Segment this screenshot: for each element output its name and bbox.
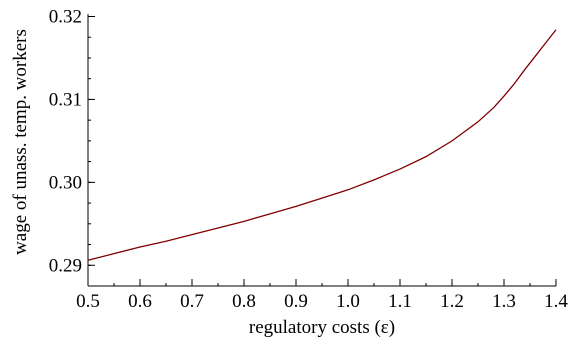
tick-labels: 0.5 0.6 0.7 0.8 0.9 1.0 1.1 1.2 1.3 1.4 0.29 0.30 0.… xyxy=(49,6,569,312)
y-tick-label: 0.30 xyxy=(49,172,82,193)
series-group xyxy=(87,29,557,261)
x-tick-label: 1.4 xyxy=(544,291,568,312)
y-tick-label: 0.32 xyxy=(49,6,82,27)
x-tick-label: 0.5 xyxy=(76,291,100,312)
x-tick-label: 1.2 xyxy=(440,291,464,312)
y-tick-label: 0.31 xyxy=(49,89,82,110)
y-tick-label: 0.29 xyxy=(49,255,82,276)
major-ticks xyxy=(87,15,557,286)
x-tick-label: 0.8 xyxy=(232,291,256,312)
y-axis-title: wage of unass. temp. workers xyxy=(10,29,31,255)
x-tick-label: 1.1 xyxy=(388,291,412,312)
x-tick-label: 1.3 xyxy=(492,291,516,312)
x-tick-label: 0.9 xyxy=(284,291,308,312)
minor-ticks xyxy=(87,15,557,287)
x-tick-label: 0.7 xyxy=(180,291,204,312)
x-tick-label: 0.6 xyxy=(128,291,152,312)
x-axis-title: regulatory costs (ε) xyxy=(249,317,395,338)
series-line-0 xyxy=(87,29,557,261)
x-tick-label: 1.0 xyxy=(336,291,360,312)
